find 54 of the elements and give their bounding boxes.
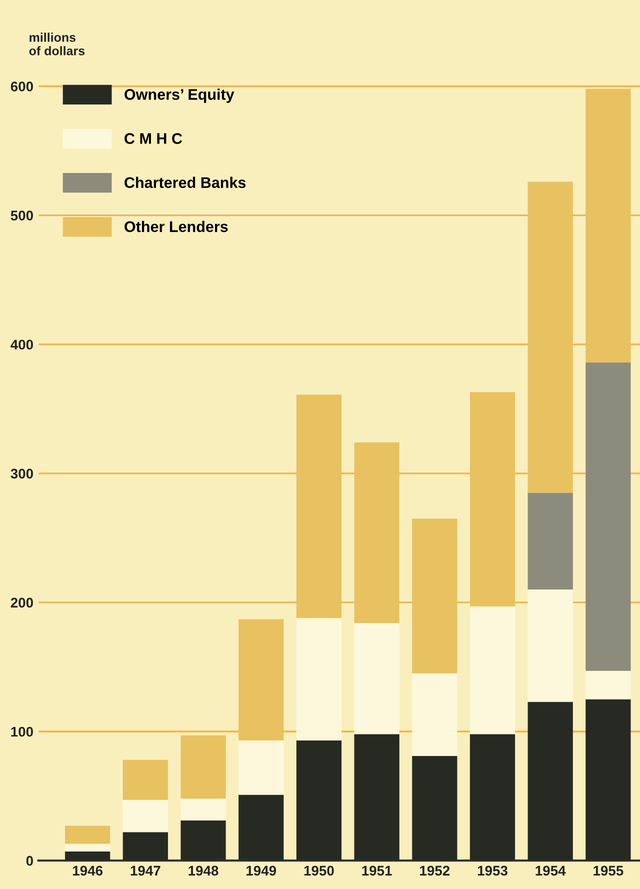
legend-label: Owners’ Equity	[124, 88, 234, 103]
bar	[586, 699, 631, 861]
bar	[65, 826, 110, 844]
y-tick-label: 600	[10, 82, 33, 92]
legend-label: Other Lenders	[124, 220, 228, 232]
bar	[470, 392, 516, 606]
x-tick-label: 1949	[246, 866, 276, 876]
bar	[528, 590, 573, 702]
bar	[122, 800, 168, 832]
bar	[470, 734, 516, 861]
bar	[470, 606, 516, 734]
bar	[238, 794, 284, 861]
bar	[180, 735, 226, 799]
bar	[354, 734, 400, 861]
x-tick-label: 1955	[594, 866, 624, 876]
bar	[354, 442, 400, 624]
bar	[412, 756, 458, 861]
x-tick-label: 1953	[478, 866, 508, 876]
bar	[65, 852, 110, 861]
y-tick-label: 200	[10, 598, 33, 608]
y-tick-label: 400	[10, 340, 33, 350]
bar	[238, 619, 284, 741]
bar	[586, 362, 631, 671]
bar	[122, 760, 168, 800]
y-tick-label: 0	[26, 856, 33, 866]
x-tick-label: 1952	[420, 866, 450, 876]
bar	[528, 492, 573, 590]
bar	[180, 820, 226, 861]
bar	[238, 740, 284, 795]
bar	[412, 673, 458, 756]
y-tick-label: 100	[11, 726, 33, 737]
x-tick-label: 1947	[130, 866, 160, 876]
bar	[354, 623, 400, 734]
bar	[296, 618, 342, 741]
x-tick-label: 1946	[72, 866, 103, 876]
y-tick-label: 300	[10, 468, 33, 479]
bar	[65, 844, 110, 852]
y-axis-title: millions of dollars	[29, 32, 85, 56]
bar	[412, 518, 458, 674]
bar	[586, 88, 631, 362]
bar	[296, 394, 342, 618]
bar	[528, 182, 573, 493]
x-tick-label: 1950	[304, 866, 334, 876]
legend-label: C M H C	[124, 133, 182, 144]
x-tick-label: 1951	[362, 866, 392, 876]
bar	[586, 670, 631, 700]
x-tick-label: 1948	[188, 866, 218, 876]
bar	[180, 798, 226, 821]
legend-label: Chartered Banks	[124, 176, 246, 188]
y-tick-label: 500	[10, 210, 33, 220]
bar	[296, 740, 342, 861]
bar	[528, 702, 573, 861]
bar	[122, 832, 168, 861]
x-tick-label: 1954	[536, 866, 566, 876]
